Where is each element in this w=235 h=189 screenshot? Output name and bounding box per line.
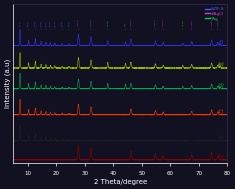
Text: #(422): #(422) <box>217 18 219 29</box>
Legend: &ZIF-8, #AgCl, *Ag: &ZIF-8, #AgCl, *Ag <box>204 6 225 22</box>
Text: (e): (e) <box>218 62 224 67</box>
X-axis label: 2 Theta/degree: 2 Theta/degree <box>94 179 147 185</box>
Text: *(311): *(311) <box>182 19 184 29</box>
Text: (b): (b) <box>218 135 224 140</box>
Text: (f): (f) <box>219 40 224 45</box>
Text: (002): (002) <box>28 20 29 29</box>
Text: #(222): #(222) <box>162 18 164 29</box>
Text: #(220): #(220) <box>130 18 132 29</box>
Text: (112): (112) <box>35 20 36 29</box>
Text: #(200): #(200) <box>90 18 92 29</box>
Y-axis label: Intensity (a.u): Intensity (a.u) <box>4 59 11 108</box>
Text: (134): (134) <box>68 20 70 29</box>
Text: (222): (222) <box>50 20 51 29</box>
Text: (a): (a) <box>218 154 224 159</box>
Text: (c): (c) <box>218 109 224 114</box>
Text: (d): (d) <box>218 83 224 88</box>
Text: #(111): #(111) <box>78 18 79 29</box>
Text: *(200): *(200) <box>107 19 109 29</box>
Text: (013): (013) <box>45 20 47 29</box>
Text: (022): (022) <box>40 20 42 29</box>
Text: #(420): #(420) <box>211 18 212 29</box>
Text: #(400): #(400) <box>191 18 192 29</box>
Text: (233): (233) <box>62 20 63 29</box>
Text: (011): (011) <box>19 20 21 29</box>
Text: #(311): #(311) <box>155 18 156 29</box>
Text: *(0): *(0) <box>125 22 126 29</box>
Text: (114): (114) <box>54 20 55 29</box>
